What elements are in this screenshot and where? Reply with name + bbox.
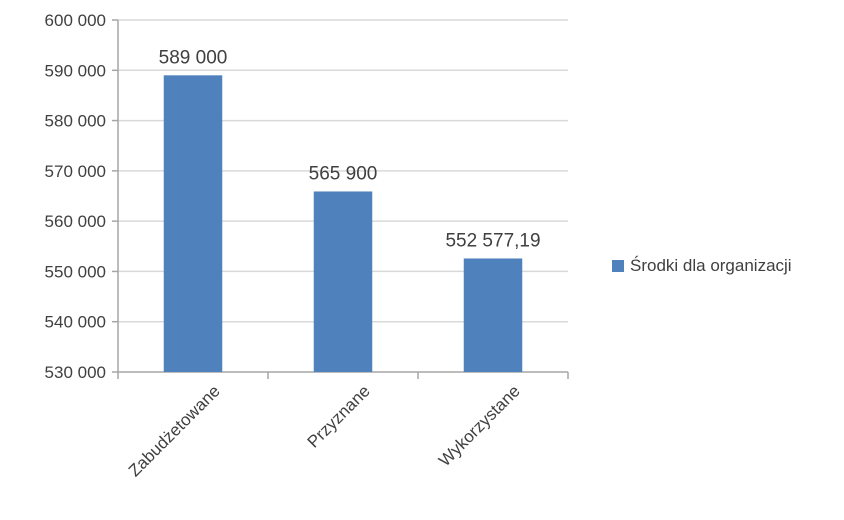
bars <box>163 75 523 373</box>
y-tick-label: 560 000 <box>45 212 106 231</box>
x-axis-labels: Zabudżetowane Przyznane Wykorzystane <box>125 381 524 480</box>
data-label: 552 577,19 <box>445 230 540 251</box>
y-tick-label: 580 000 <box>45 112 106 131</box>
bar <box>463 258 523 372</box>
y-tick-label: 530 000 <box>45 363 106 382</box>
y-tick-label: 550 000 <box>45 262 106 281</box>
legend-swatch <box>612 260 624 272</box>
legend-label: Środki dla organizacji <box>630 256 792 275</box>
data-labels: 589 000 565 900 552 577,19 <box>159 47 541 251</box>
y-tick-label: 590 000 <box>45 61 106 80</box>
y-tick-label: 600 000 <box>45 11 106 30</box>
x-category-label: Wykorzystane <box>435 381 524 470</box>
x-category-label: Przyznane <box>304 381 374 451</box>
x-category-label: Zabudżetowane <box>125 381 224 480</box>
legend: Środki dla organizacji <box>612 256 792 276</box>
bar <box>313 191 373 372</box>
data-label: 589 000 <box>159 47 228 68</box>
y-tick-label: 570 000 <box>45 162 106 181</box>
bar <box>163 75 223 373</box>
y-tick-label: 540 000 <box>45 313 106 332</box>
data-label: 565 900 <box>309 163 378 184</box>
y-axis-ticks: 530 000 540 000 550 000 560 000 570 000 580 0… <box>45 11 118 382</box>
